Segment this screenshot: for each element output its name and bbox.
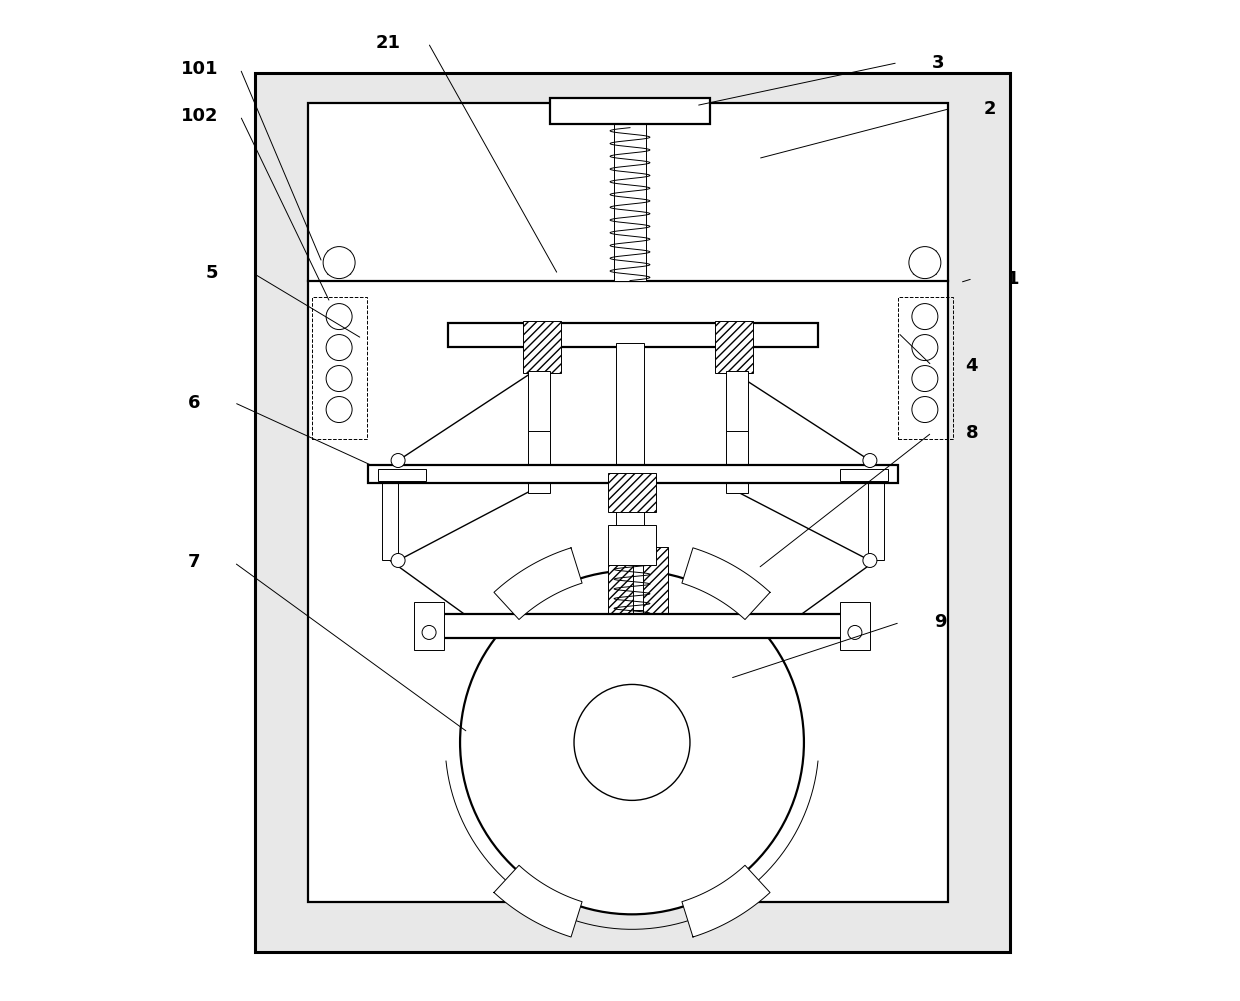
Polygon shape (682, 548, 770, 620)
Bar (868, 480, 884, 561)
Bar (312, 296, 367, 438)
Polygon shape (494, 865, 582, 937)
Bar (528, 370, 551, 432)
Bar (382, 480, 398, 561)
Circle shape (911, 365, 937, 391)
Circle shape (863, 554, 877, 568)
Text: 6: 6 (188, 393, 201, 411)
Bar (528, 430, 551, 492)
Bar (839, 603, 870, 651)
Bar (551, 98, 711, 124)
Circle shape (326, 396, 352, 422)
Text: 7: 7 (188, 554, 201, 572)
Bar (255, 73, 1009, 952)
Bar (839, 468, 888, 480)
Text: 5: 5 (206, 263, 218, 281)
Circle shape (391, 453, 405, 467)
Circle shape (911, 303, 937, 329)
Bar (725, 430, 748, 492)
Circle shape (326, 365, 352, 391)
Text: 9: 9 (934, 614, 946, 632)
Text: 3: 3 (931, 54, 944, 72)
Text: 4: 4 (966, 356, 978, 374)
Text: 1: 1 (1007, 269, 1019, 287)
Circle shape (460, 571, 804, 914)
Bar (898, 296, 952, 438)
Circle shape (422, 626, 436, 640)
Text: 8: 8 (966, 423, 978, 441)
Bar (608, 548, 632, 626)
Bar (414, 603, 444, 651)
Circle shape (911, 334, 937, 360)
Bar (378, 468, 427, 480)
Text: 2: 2 (983, 100, 996, 118)
Polygon shape (682, 865, 770, 937)
Bar (644, 548, 668, 626)
Bar (608, 526, 656, 566)
Circle shape (326, 303, 352, 329)
Circle shape (391, 554, 405, 568)
Bar (523, 320, 560, 372)
Circle shape (909, 246, 941, 278)
Circle shape (863, 453, 877, 467)
Circle shape (324, 246, 355, 278)
Bar (443, 615, 842, 639)
Bar (725, 370, 748, 432)
Bar (715, 320, 753, 372)
Circle shape (574, 685, 689, 801)
Bar (614, 124, 646, 280)
Circle shape (848, 626, 862, 640)
Bar (368, 464, 898, 482)
Bar (608, 472, 656, 513)
Text: 101: 101 (181, 60, 219, 78)
Circle shape (326, 334, 352, 360)
Bar (448, 322, 818, 346)
Circle shape (911, 396, 937, 422)
Polygon shape (494, 548, 582, 620)
Text: 102: 102 (181, 107, 219, 125)
Bar (308, 103, 947, 902)
Bar (616, 342, 644, 611)
Text: 21: 21 (376, 34, 401, 52)
